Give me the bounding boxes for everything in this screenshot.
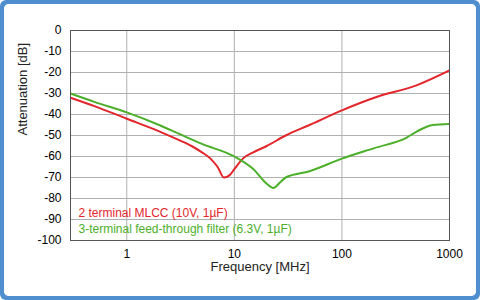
svg-text:-70: -70 <box>44 170 62 184</box>
svg-text:-10: -10 <box>44 44 62 58</box>
svg-text:0: 0 <box>55 23 62 37</box>
svg-text:Frequency [MHz]: Frequency [MHz] <box>211 259 310 274</box>
svg-text:100: 100 <box>332 247 352 261</box>
svg-text:-40: -40 <box>44 107 62 121</box>
svg-text:1: 1 <box>123 247 130 261</box>
svg-text:Attenuation [dB]: Attenuation [dB] <box>15 43 30 136</box>
svg-text:-30: -30 <box>44 86 62 100</box>
svg-text:-20: -20 <box>44 65 62 79</box>
svg-text:10: 10 <box>227 247 241 261</box>
svg-text:3-terminal feed-through filter: 3-terminal feed-through filter (6.3V, 1µ… <box>79 222 292 236</box>
svg-text:1000: 1000 <box>436 247 463 261</box>
svg-text:-50: -50 <box>44 128 62 142</box>
svg-text:-100: -100 <box>37 233 61 247</box>
svg-text:-60: -60 <box>44 149 62 163</box>
svg-text:2 terminal MLCC (10V, 1µF): 2 terminal MLCC (10V, 1µF) <box>79 206 228 220</box>
svg-text:-90: -90 <box>44 212 62 226</box>
svg-text:-80: -80 <box>44 191 62 205</box>
